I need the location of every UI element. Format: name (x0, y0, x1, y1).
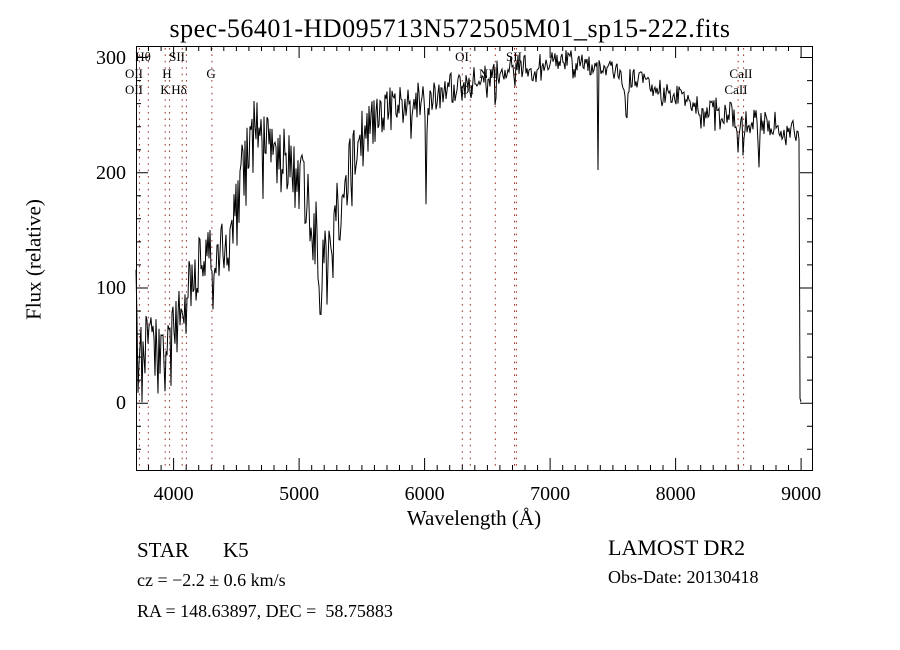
spectral-line-label: CaII (729, 66, 753, 81)
redshift-velocity-text: cz = −2.2 ± 0.6 km/s (137, 570, 286, 590)
y-tick-label: 100 (96, 276, 126, 299)
ra-dec-text: RA = 148.63897, DEC = 58.75883 (137, 601, 393, 621)
x-tick-label: 9000 (781, 483, 822, 505)
spectral-line-label: H (162, 66, 172, 81)
spectral-line-label: NII (478, 66, 498, 81)
spectral-line-label: Hδ (171, 82, 187, 97)
survey-release-text: LAMOST DR2 (608, 535, 746, 560)
spectral-line-dotted-markers (138, 48, 745, 469)
x-tick-label: 8000 (655, 483, 696, 505)
y-tick-label: 0 (116, 392, 126, 415)
classification-line: STAR K5 (137, 538, 249, 563)
spectral-line-label: K (160, 82, 170, 97)
spectral-line-label: OI (455, 49, 469, 64)
subclass-label: K5 (223, 538, 249, 562)
y-tick-label: 300 (96, 46, 126, 69)
class-label: STAR (137, 538, 189, 562)
x-axis-label: Wavelength (Å) (406, 506, 542, 530)
figure-title: spec-56401-HD095713N572505M01_sp15-222.f… (169, 14, 731, 43)
obs-date-text: Obs-Date: 20130418 (608, 567, 759, 587)
spectral-line-label: OII (124, 82, 144, 97)
x-tick-label: 7000 (530, 483, 571, 505)
axis-ticks (136, 46, 812, 470)
spectral-line-label: OI (460, 82, 474, 97)
y-tick-label: 200 (96, 161, 126, 184)
x-tick-label: 4000 (153, 483, 194, 505)
spectral-line-label: Hθ (135, 49, 151, 64)
axes-frame (136, 46, 813, 471)
x-tick-label: 6000 (404, 483, 445, 505)
spectral-line-label: OII (124, 66, 144, 81)
spectral-line-label: CaII (724, 82, 748, 97)
spectral-line-label: SII (506, 49, 522, 64)
spectral-line-label: G (206, 66, 216, 81)
spectral-line-label: SII (169, 49, 185, 64)
spectrum-trace (135, 50, 802, 403)
x-tick-label: 5000 (279, 483, 320, 505)
